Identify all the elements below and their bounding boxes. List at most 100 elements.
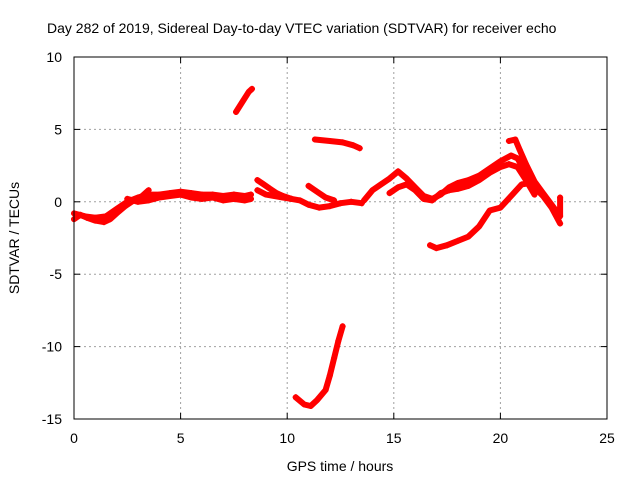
data-point xyxy=(516,146,523,153)
data-point xyxy=(557,213,564,220)
data-point xyxy=(427,242,434,249)
x-tick-label: 20 xyxy=(493,430,509,446)
data-point xyxy=(369,187,376,194)
data-point xyxy=(296,197,303,204)
data-point xyxy=(316,204,323,211)
series-line xyxy=(305,182,338,204)
data-point xyxy=(113,206,120,213)
series-layer xyxy=(71,85,564,409)
series-arc-9 xyxy=(292,323,346,409)
data-point xyxy=(497,164,504,171)
data-point xyxy=(305,182,312,189)
x-tick-label: 0 xyxy=(70,430,78,446)
data-point xyxy=(465,233,472,240)
data-point xyxy=(292,394,299,401)
data-point xyxy=(527,179,534,186)
data-point xyxy=(331,355,338,362)
data-point xyxy=(548,201,555,208)
data-point xyxy=(322,387,329,394)
data-point xyxy=(326,203,333,210)
data-point xyxy=(301,401,308,408)
data-point xyxy=(476,223,483,230)
data-point xyxy=(124,195,131,202)
data-point xyxy=(514,164,521,171)
data-point xyxy=(505,161,512,168)
data-point xyxy=(465,182,472,189)
ticks: 0 5 10 15 20 25 -15 -10 -5 0 5 10 xyxy=(42,49,615,446)
data-point xyxy=(209,194,216,201)
data-point xyxy=(429,197,436,204)
data-point xyxy=(386,190,393,197)
x-tick-label: 15 xyxy=(386,430,402,446)
y-tick-label: -5 xyxy=(50,266,63,282)
data-point xyxy=(156,194,163,201)
data-point xyxy=(356,145,363,152)
data-point xyxy=(271,193,278,200)
data-point xyxy=(305,201,312,208)
data-point xyxy=(446,187,453,194)
data-point xyxy=(145,197,152,204)
x-tick-label: 25 xyxy=(599,430,615,446)
data-point xyxy=(350,142,357,149)
data-point xyxy=(512,136,519,143)
series-line xyxy=(233,85,255,115)
data-point xyxy=(348,198,355,205)
data-point xyxy=(260,181,267,188)
data-point xyxy=(522,161,529,168)
data-point xyxy=(335,337,342,344)
x-axis-label: GPS time / hours xyxy=(287,458,394,474)
series-arc-8 xyxy=(311,136,363,152)
series-arc-4 xyxy=(233,85,256,116)
plot-frame xyxy=(73,56,608,420)
data-point xyxy=(395,168,402,175)
data-point xyxy=(100,219,107,226)
chart-title: Day 282 of 2019, Sidereal Day-to-day VTE… xyxy=(47,20,557,36)
data-point xyxy=(267,185,274,192)
data-point xyxy=(331,197,338,204)
data-point xyxy=(322,194,329,201)
data-point xyxy=(420,195,427,202)
data-point xyxy=(486,207,493,214)
series-arc-6 xyxy=(254,187,295,202)
data-point xyxy=(454,185,461,192)
data-point xyxy=(233,109,240,116)
data-point xyxy=(230,195,237,202)
data-point xyxy=(403,181,410,188)
data-point xyxy=(465,177,472,184)
y-tick-label: 0 xyxy=(54,194,62,210)
data-point xyxy=(433,245,440,252)
data-point xyxy=(360,197,367,204)
data-point xyxy=(395,184,402,191)
data-point xyxy=(81,213,88,220)
series-arc-13 xyxy=(427,179,534,252)
data-point xyxy=(378,181,385,188)
data-point xyxy=(177,191,184,198)
data-point xyxy=(531,191,538,198)
data-point xyxy=(198,195,205,202)
data-point xyxy=(505,137,512,144)
data-point xyxy=(288,195,295,202)
data-point xyxy=(326,137,333,144)
series-arc-7 xyxy=(305,182,338,204)
data-point xyxy=(518,181,525,188)
data-point xyxy=(486,169,493,176)
data-point xyxy=(540,190,547,197)
data-point xyxy=(403,175,410,182)
data-point xyxy=(412,187,419,194)
data-point xyxy=(166,193,173,200)
data-point xyxy=(220,197,227,204)
data-point xyxy=(454,237,461,244)
series-arc-11 xyxy=(386,161,538,204)
data-point xyxy=(444,242,451,249)
data-point xyxy=(314,397,321,404)
data-point xyxy=(262,191,269,198)
data-point xyxy=(241,197,248,204)
data-point xyxy=(314,188,321,195)
y-tick-label: -15 xyxy=(42,411,62,427)
data-point xyxy=(254,187,261,194)
data-point xyxy=(514,155,521,162)
data-point xyxy=(339,323,346,330)
data-point xyxy=(508,152,515,159)
data-point xyxy=(107,216,114,223)
